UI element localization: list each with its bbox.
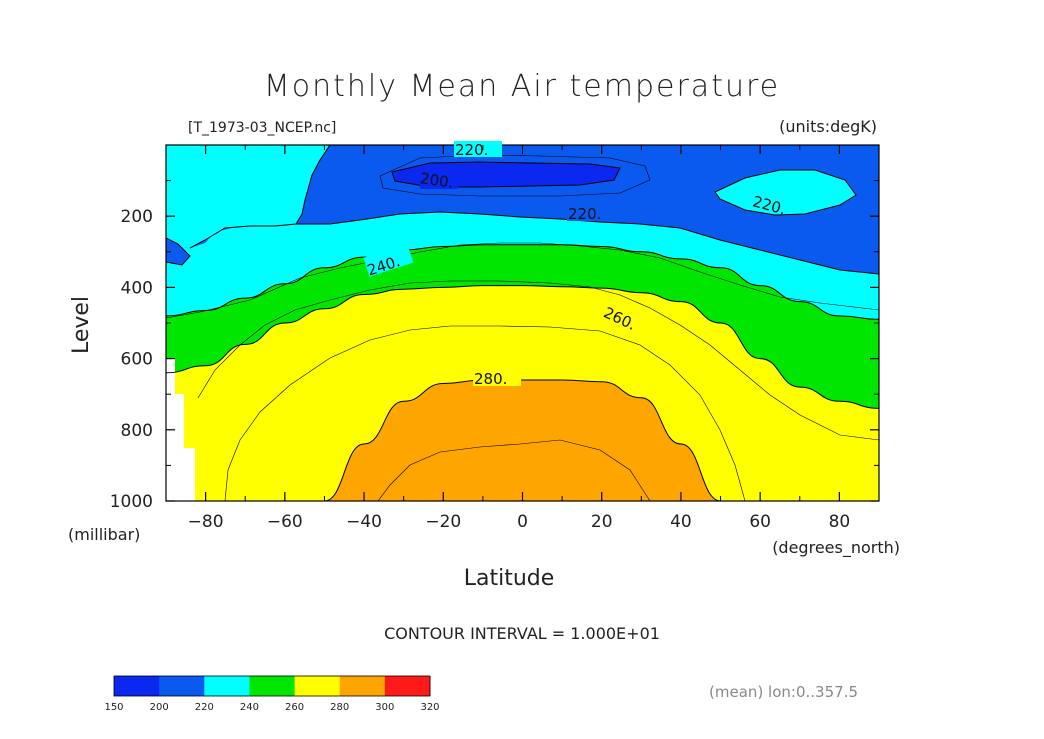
colorbar-level-label: 240 [240, 702, 259, 713]
isoline-270 [224, 325, 746, 501]
colorbar-swatch [204, 676, 250, 696]
units-label: (units:degK) [779, 117, 877, 136]
isoline-250 [197, 280, 879, 441]
y-axis-title: Level [69, 296, 94, 354]
isotherm-240 [166, 244, 879, 320]
colorbar-level-label: 300 [375, 702, 394, 713]
isoline-220-edge [166, 237, 191, 266]
colorbar-level-label: 220 [195, 702, 214, 713]
colorbar-swatch [294, 676, 341, 696]
y-tick-label: 800 [121, 421, 153, 441]
x-tick-label: 20 [591, 512, 613, 532]
isoline-220-right [714, 169, 857, 216]
y-tick-label: 1000 [110, 492, 153, 512]
x-tick-label: −60 [267, 512, 303, 532]
x-axis: −80 −60 −40 −20 0 20 40 60 80 [165, 145, 880, 532]
colorbar-swatch [159, 676, 205, 696]
colorbar-swatch [384, 676, 431, 696]
contour-label-280: 280. [474, 370, 507, 388]
plot-area [166, 145, 879, 501]
x-tick-label: −40 [346, 512, 382, 532]
contour-interval-text: CONTOUR INTERVAL = 1.000E+01 [384, 624, 660, 643]
colorbar-level-label: 280 [330, 702, 349, 713]
pocket-220-right [715, 170, 856, 215]
x-tick-label: 80 [829, 512, 851, 532]
y-axis: 200 400 600 800 1000 [110, 180, 879, 512]
file-label: [T_1973-03_NCEP.nc] [188, 120, 336, 136]
band-280-300 [166, 380, 879, 501]
contour-label-220-top: 220. [455, 141, 488, 159]
colorbar: 150 200 220 240 260 280 300 320 [104, 675, 440, 713]
x-tick-label: 40 [670, 512, 692, 532]
colorbar-level-label: 200 [150, 702, 169, 713]
x-tick-label: 0 [517, 512, 528, 532]
colorbar-frame [113, 675, 431, 697]
y-tick-label: 600 [121, 350, 153, 370]
isoline-290 [377, 439, 651, 501]
pocket-220-left-edge [166, 238, 190, 265]
y-tick-label: 400 [121, 278, 153, 298]
colorbar-swatch [249, 676, 296, 696]
x-tick-label: 60 [749, 512, 771, 532]
band-200-220 [166, 145, 879, 274]
colorbar-level-label: 320 [420, 702, 439, 713]
x-units-label: (degrees_north) [772, 538, 900, 558]
colorbar-level-label: 260 [285, 702, 304, 713]
colorbar-swatch [114, 676, 160, 696]
isotherm-260 [166, 285, 879, 409]
chart-title: Monthly Mean Air temperature [264, 69, 780, 104]
colorbar-level-label: 150 [104, 702, 123, 713]
y-units-label: (millibar) [68, 525, 140, 544]
contour-labels: 220. 200. 220. 220. 240. 260. 280. [363, 141, 788, 388]
contour-label-200: 200. [419, 169, 455, 191]
x-axis-title: Latitude [464, 566, 555, 591]
hole-220-left [166, 145, 330, 248]
footnote-mean-lon: (mean) lon:0..357.5 [709, 683, 858, 701]
colorbar-swatch [339, 676, 386, 696]
contour-label-220-mid: 220. [568, 205, 601, 223]
x-tick-label: −80 [188, 512, 224, 532]
isoline-230 [166, 242, 879, 319]
missing-data-mask [166, 358, 195, 501]
y-tick-label: 200 [121, 207, 153, 227]
x-tick-label: −20 [425, 512, 461, 532]
